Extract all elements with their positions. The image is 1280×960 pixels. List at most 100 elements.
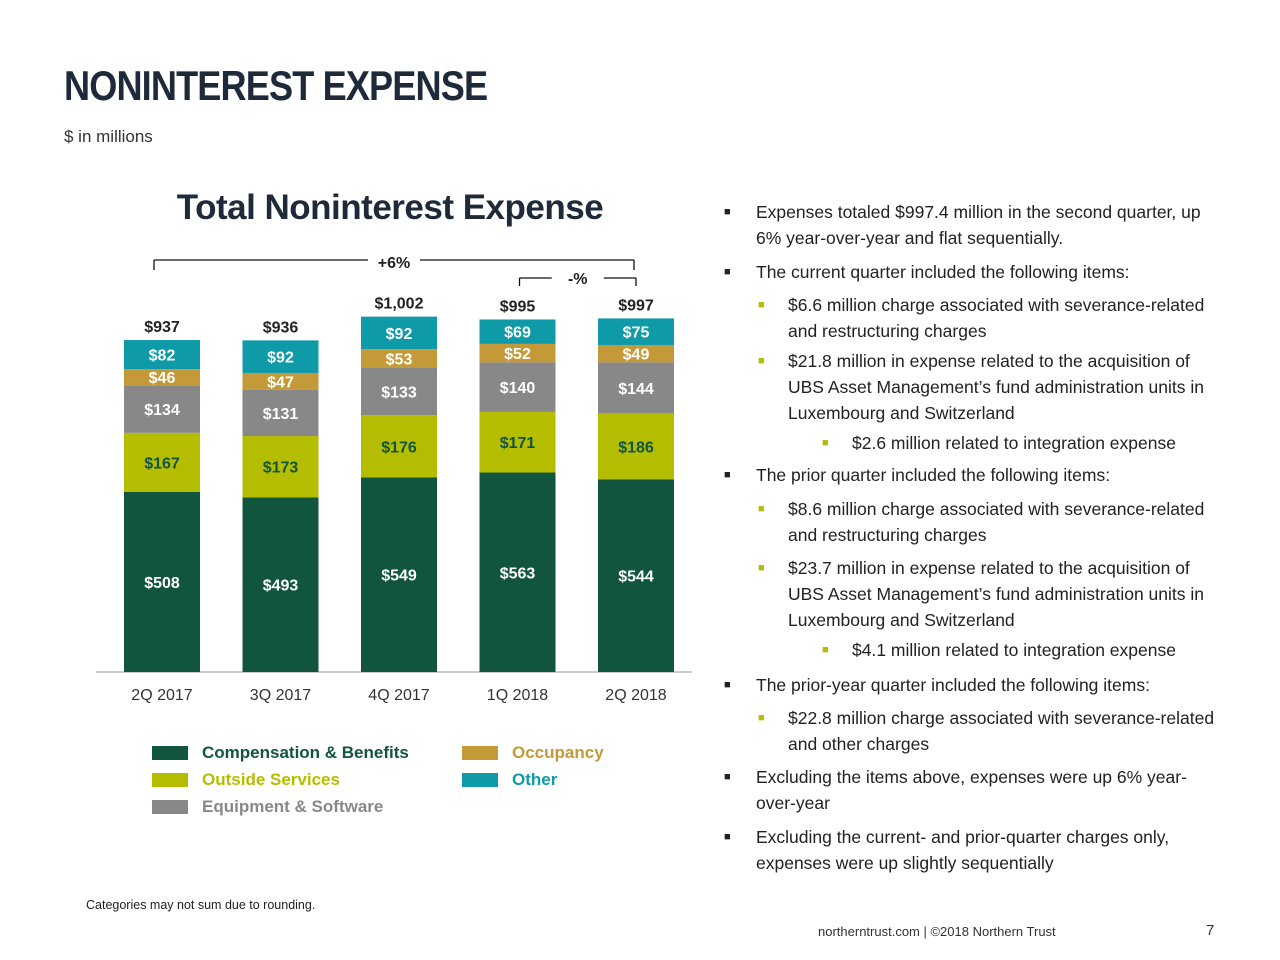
bar-segment — [361, 368, 437, 416]
legend-item-outside-services: Outside Services — [152, 769, 340, 791]
bar-segment — [598, 413, 674, 480]
bar-value-label: $134 — [144, 402, 180, 419]
bar-segment — [124, 492, 200, 672]
bar-value-label: $144 — [618, 381, 654, 398]
bar-value-label: $46 — [149, 370, 176, 387]
legend-label: Equipment & Software — [202, 797, 384, 816]
bullet-item: ■ The current quarter included the follow… — [724, 259, 1224, 285]
legend-label: Other — [512, 770, 558, 789]
bar-segment — [124, 385, 200, 433]
annotation-label: +6% — [378, 255, 410, 272]
bar-segment — [242, 389, 319, 437]
bar-value-label: $49 — [623, 347, 650, 364]
x-tick-label: 4Q 2017 — [368, 687, 429, 704]
bar-value-label: $133 — [381, 385, 417, 402]
bar-value-label: $544 — [618, 569, 654, 586]
bar-segment — [479, 362, 556, 412]
legend-label: Outside Services — [202, 770, 340, 789]
legend-label: Occupancy — [512, 743, 604, 762]
x-tick-label: 3Q 2017 — [250, 687, 311, 704]
bar-value-label: $176 — [381, 439, 417, 456]
bar-total-label: $995 — [500, 298, 536, 315]
page-subtitle: $ in millions — [64, 127, 153, 146]
legend-swatch — [152, 773, 188, 787]
bar-value-label: $167 — [144, 455, 180, 472]
square-bullet-icon: ■ — [724, 771, 731, 783]
bar-value-label: $140 — [500, 380, 536, 397]
legend-label: Compensation & Benefits — [202, 743, 409, 762]
bullet-item: ■ $23.7 million in expense related to the… — [724, 555, 1228, 633]
bar-value-label: $92 — [267, 350, 294, 367]
legend-swatch — [152, 800, 188, 814]
bar-segment — [598, 362, 674, 414]
legend-item-compensation: Compensation & Benefits — [152, 742, 409, 764]
page-title: NONINTEREST EXPENSE — [64, 62, 488, 109]
bullet-item: ■ Excluding the current- and prior-quarte… — [724, 824, 1224, 876]
bullet-item: ■ The prior-year quarter included the fol… — [724, 672, 1224, 698]
bar-segment — [124, 369, 200, 386]
x-tick-label: 2Q 2017 — [131, 687, 192, 704]
bar-segment — [479, 343, 556, 363]
legend-swatch — [462, 746, 498, 760]
legend-swatch — [152, 746, 188, 760]
bar-segment — [361, 477, 437, 672]
square-bullet-icon: ■ — [758, 355, 765, 367]
bar-total-label: $1,002 — [375, 296, 424, 313]
footer-copyright: northerntrust.com | ©2018 Northern Trust — [818, 924, 1056, 939]
bar-value-label: $75 — [623, 325, 650, 342]
bar-total-label: $997 — [618, 297, 654, 314]
bar-segment — [479, 411, 556, 473]
chart-title: Total Noninterest Expense — [176, 188, 604, 227]
chart-legend: Compensation & Benefits Occupancy Outsid… — [152, 742, 652, 822]
bar-value-label: $92 — [386, 326, 413, 343]
bar-total-label: $936 — [263, 319, 299, 336]
square-bullet-icon: ■ — [724, 679, 731, 691]
square-bullet-icon: ■ — [724, 831, 731, 843]
bar-value-label: $563 — [500, 565, 536, 582]
bullet-item: ■ $8.6 million charge associated with sev… — [724, 496, 1228, 548]
x-tick-label: 2Q 2018 — [605, 687, 666, 704]
bar-value-label: $52 — [504, 346, 531, 363]
bar-segment — [242, 497, 319, 672]
square-bullet-icon: ■ — [724, 469, 731, 481]
bar-segment — [479, 319, 556, 344]
bar-segment — [598, 344, 674, 363]
annotation-label: -% — [568, 271, 588, 288]
bar-value-label: $131 — [263, 406, 299, 423]
bar-segment — [242, 372, 319, 390]
bar-value-label: $53 — [386, 352, 413, 369]
bullet-item: ■ $21.8 million in expense related to the… — [724, 348, 1228, 426]
bar-value-label: $47 — [267, 374, 294, 391]
bar-segment — [479, 472, 556, 672]
page-number: 7 — [1206, 922, 1215, 939]
bar-value-label: $82 — [149, 348, 176, 365]
bar-segment — [598, 318, 674, 345]
legend-swatch — [462, 773, 498, 787]
bar-segment — [242, 436, 319, 498]
bar-segment — [361, 349, 437, 369]
square-bullet-icon: ■ — [758, 712, 765, 724]
x-tick-label: 1Q 2018 — [487, 687, 548, 704]
bar-segment — [361, 316, 437, 350]
bar-segment — [242, 340, 319, 373]
bar-total-label: $937 — [144, 319, 180, 336]
bar-value-label: $173 — [263, 460, 299, 477]
square-bullet-icon: ■ — [724, 266, 731, 278]
bar-segment — [361, 415, 437, 478]
square-bullet-icon: ■ — [758, 299, 765, 311]
bar-segment — [124, 340, 200, 370]
legend-item-other: Other — [462, 769, 557, 791]
bar-segment — [124, 432, 200, 493]
bar-value-label: $493 — [263, 578, 299, 595]
bullet-item: ■ Expenses totaled $997.4 million in the … — [724, 199, 1224, 251]
bar-value-label: $549 — [381, 568, 417, 585]
bullet-item: ■ $4.1 million related to integration exp… — [724, 637, 1252, 663]
bullet-item: ■ $22.8 million charge associated with se… — [724, 705, 1228, 757]
square-bullet-icon: ■ — [822, 644, 829, 656]
footnote: Categories may not sum due to rounding. — [86, 898, 316, 912]
square-bullet-icon: ■ — [758, 562, 765, 574]
square-bullet-icon: ■ — [724, 206, 731, 218]
bar-value-label: $69 — [504, 325, 531, 342]
bar-value-label: $186 — [618, 439, 654, 456]
legend-item-occupancy: Occupancy — [462, 742, 604, 764]
